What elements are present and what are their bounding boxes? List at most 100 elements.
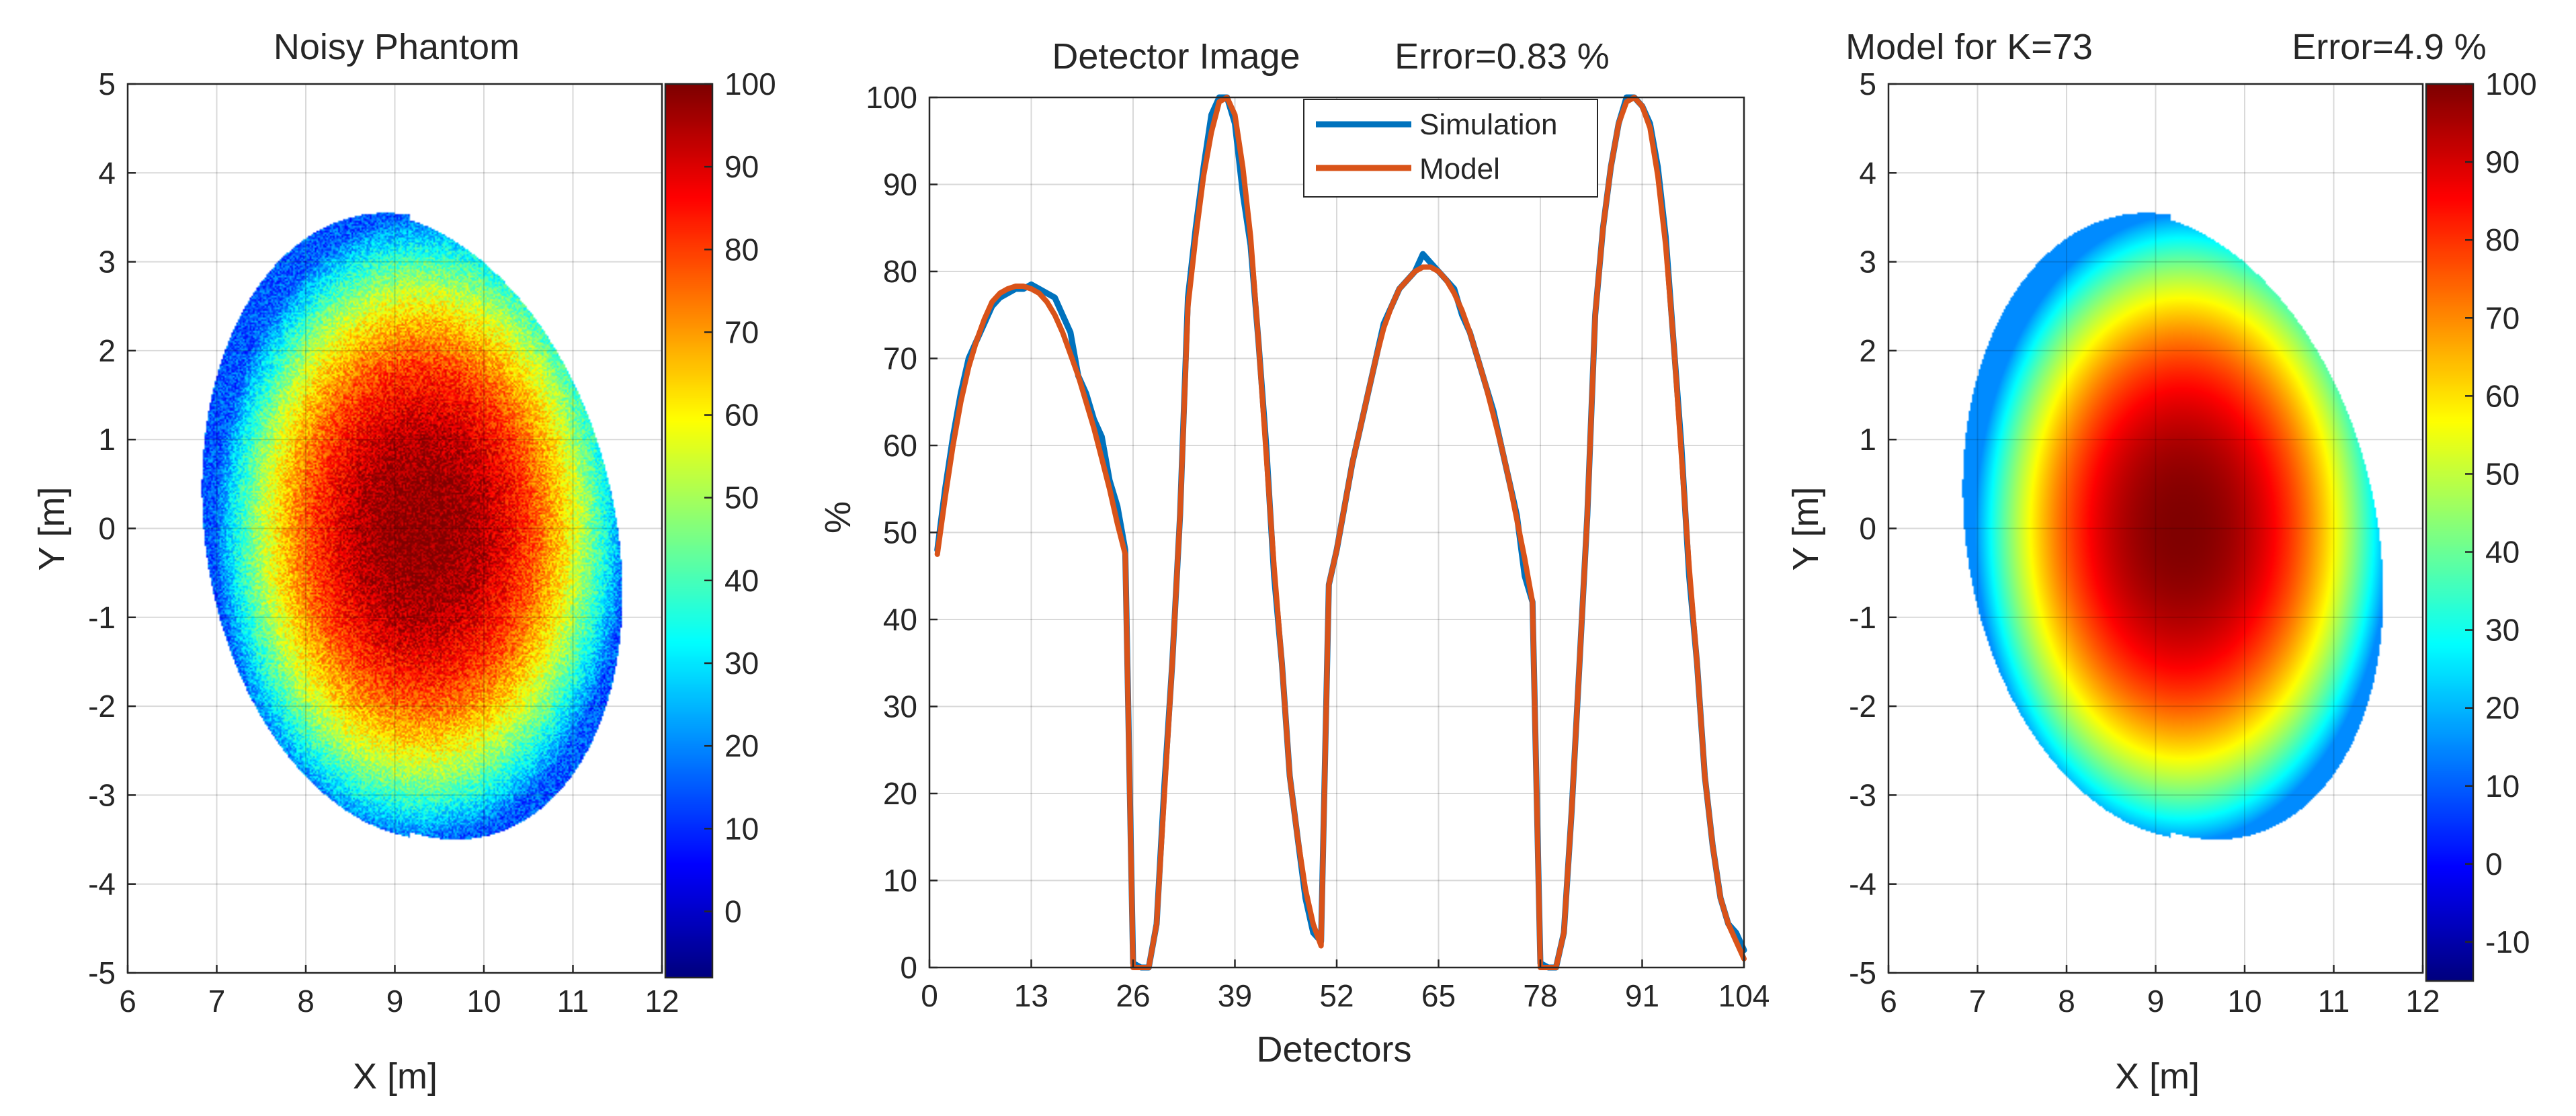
model-colorbar-tick-label: 20 (2485, 691, 2520, 726)
detector-x-tick-label: 91 (1625, 978, 1659, 1013)
model-colorbar-tick-label: 90 (2485, 144, 2520, 179)
phantom-title: Noisy Phantom (274, 27, 520, 67)
model-error-label: Error=4.9 % (2292, 27, 2487, 67)
phantom-y-tick-label: -5 (88, 955, 116, 990)
model-colorbar-tick-label: 0 (2485, 847, 2503, 882)
panel-noisy-phantom: Noisy Phantom 6 7 8 9 10 11 12543210-1-2-3-4-5… (32, 27, 776, 1097)
model-x-tick-label: 6 (1880, 984, 1897, 1019)
detector-x-tick-label: 52 (1319, 978, 1354, 1013)
phantom-y-tick-label: -1 (88, 600, 116, 635)
model-colorbar-tick-label: -10 (2485, 925, 2530, 959)
phantom-image (128, 84, 662, 973)
model-colorbar-tick-label: 50 (2485, 456, 2520, 491)
phantom-x-tick-label: 12 (645, 984, 679, 1019)
detector-x-tick-label: 26 (1116, 978, 1150, 1013)
phantom-y-tick-label: 1 (98, 422, 116, 457)
phantom-y-tick-label: 5 (98, 67, 116, 101)
detector-axes-background (929, 97, 1744, 968)
phantom-colorbar-frame (664, 83, 714, 979)
legend-model-label: Model (1419, 153, 1500, 185)
model-title: Model for K=73 (1845, 27, 2093, 67)
model-colorbar-tick-label: 30 (2485, 613, 2520, 648)
model-colorbar (2426, 84, 2473, 981)
model-x-tick-label: 8 (2058, 984, 2075, 1019)
detector-x-tick-label: 0 (921, 978, 938, 1013)
detector-y-tick-label: 40 (883, 602, 917, 637)
phantom-x-tick-label: 10 (466, 984, 501, 1019)
model-x-tick-label: 11 (2318, 984, 2350, 1019)
detector-series (934, 94, 1747, 971)
phantom-x-tick-label: 7 (208, 984, 226, 1019)
phantom-y-tick-label: 0 (98, 511, 116, 546)
model-x-tick-label: 7 (1969, 984, 1987, 1019)
detector-y-tick-label: 90 (883, 167, 917, 202)
model-y-tick-label: -5 (1849, 955, 1876, 990)
model-x-tick-label: 10 (2227, 984, 2261, 1019)
phantom-colorbar-tick-label: 10 (724, 811, 759, 846)
detector-y-tick-label: 50 (883, 515, 917, 550)
model-x-tick-label: 12 (2405, 984, 2440, 1019)
model-colorbar-tick-label: 10 (2485, 769, 2520, 804)
model-colorbar-tick-label: 60 (2485, 378, 2520, 413)
detector-title: Detector Image (1052, 36, 1300, 77)
panel-model: Model for K=73 Error=4.9 % 6 7 8 9 10 11 12543… (1786, 27, 2537, 1097)
phantom-x-label: X [m] (353, 1056, 438, 1097)
panel-detector-image: Detector Image Error=0.83 % 0 13 26 39 52 65 7… (817, 36, 1770, 1070)
model-y-label: Y [m] (1786, 486, 1826, 570)
detector-x-tick-label: 65 (1421, 978, 1456, 1013)
model-colorbar-tick-label: 80 (2485, 222, 2520, 257)
phantom-colorbar-tick-label: 30 (724, 646, 759, 681)
model-x-label: X [m] (2115, 1056, 2200, 1097)
model-colorbar-tick-label: 100 (2485, 67, 2537, 101)
phantom-y-tick-label: 2 (98, 333, 116, 368)
model-y-tick-label: -3 (1849, 777, 1876, 812)
phantom-y-tick-label: -4 (88, 867, 116, 902)
model-y-tick-label: -2 (1849, 689, 1876, 724)
phantom-colorbar-tick-label: 60 (724, 398, 759, 433)
phantom-y-label: Y [m] (32, 486, 72, 570)
detector-x-tick-label: 78 (1523, 978, 1557, 1013)
model-y-tick-label: 4 (1859, 155, 1876, 190)
phantom-colorbar-tick-label: 20 (724, 728, 759, 763)
detector-legend: Simulation Model (1303, 99, 1598, 198)
detector-x-tick-label: 39 (1218, 978, 1252, 1013)
model-colorbar-tick-label: 70 (2485, 300, 2520, 335)
model-y-tick-label: 2 (1859, 333, 1876, 368)
detector-y-tick-label: 20 (883, 776, 917, 811)
phantom-colorbar-tick-label: 100 (724, 67, 776, 101)
model-image (1888, 84, 2423, 973)
model-y-tick-label: 0 (1859, 511, 1876, 546)
phantom-x-tick-label: 6 (119, 984, 136, 1019)
legend-box (1303, 99, 1598, 198)
detector-x-tick-label: 13 (1014, 978, 1048, 1013)
detector-x-tick-label: 104 (1718, 978, 1770, 1013)
detector-x-label: Detectors (1256, 1029, 1411, 1070)
detector-y-tick-label: 10 (883, 863, 917, 898)
legend-simulation-label: Simulation (1419, 108, 1557, 141)
model-colorbar-frame (2425, 83, 2475, 982)
phantom-colorbar (665, 84, 712, 978)
series-line-model (934, 95, 1747, 970)
phantom-colorbar-tick-label: 70 (724, 314, 759, 349)
detector-y-label: % (817, 501, 858, 533)
phantom-colorbar-tick-label: 90 (724, 149, 759, 184)
model-y-tick-label: -1 (1849, 600, 1876, 635)
detector-y-tick-label: 0 (900, 950, 917, 985)
phantom-y-tick-label: 4 (98, 155, 116, 190)
phantom-x-tick-label: 9 (386, 984, 404, 1019)
model-x-tick-label: 9 (2147, 984, 2165, 1019)
detector-y-tick-label: 100 (866, 80, 917, 115)
phantom-x-tick-label: 8 (297, 984, 315, 1019)
detector-y-tick-label: 60 (883, 428, 917, 463)
model-y-tick-label: 3 (1859, 245, 1876, 280)
phantom-y-tick-label: -2 (88, 689, 116, 724)
phantom-colorbar-tick-label: 40 (724, 563, 759, 598)
detector-y-tick-label: 80 (883, 254, 917, 289)
model-y-tick-label: -4 (1849, 867, 1876, 902)
phantom-colorbar-tick-label: 0 (724, 894, 742, 929)
detector-y-tick-label: 70 (883, 341, 917, 376)
